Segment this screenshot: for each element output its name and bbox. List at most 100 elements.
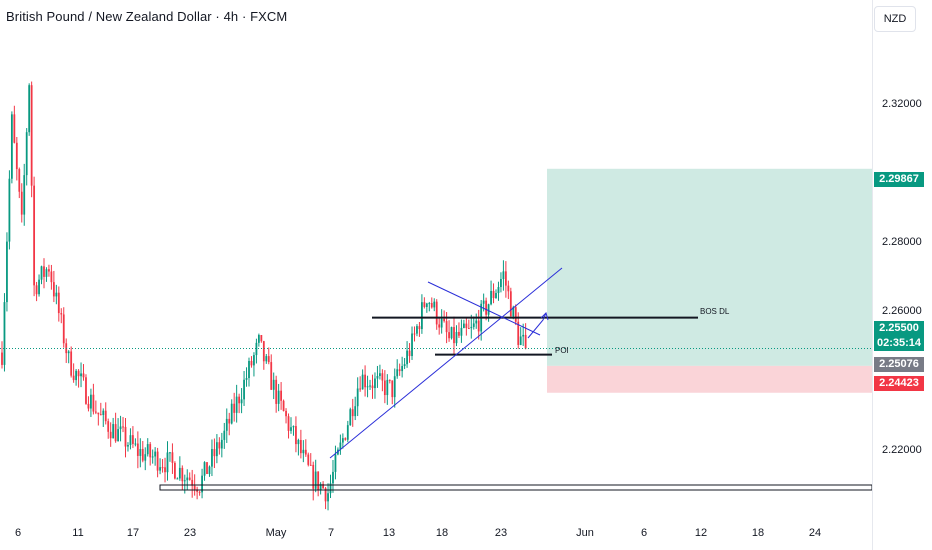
candle-body bbox=[176, 478, 179, 480]
candle-body bbox=[122, 426, 124, 428]
candle-body bbox=[156, 451, 159, 471]
candle-body bbox=[388, 379, 391, 381]
candle-body bbox=[445, 321, 448, 333]
candle-body bbox=[467, 328, 470, 330]
candle-body bbox=[255, 342, 258, 356]
candle-body bbox=[356, 388, 359, 407]
candle-body bbox=[132, 435, 134, 444]
price-chart[interactable] bbox=[0, 0, 872, 520]
candle-body bbox=[233, 403, 236, 413]
candle-body bbox=[15, 142, 18, 170]
candle-body bbox=[50, 271, 53, 283]
candle-body bbox=[75, 370, 77, 381]
candle-body bbox=[215, 442, 218, 457]
candle-body bbox=[450, 327, 453, 339]
candle-body bbox=[462, 323, 465, 328]
y-tick-label: 2.26000 bbox=[882, 305, 922, 317]
candle-body bbox=[327, 493, 329, 502]
candle-body bbox=[302, 449, 305, 454]
candle-body bbox=[48, 269, 50, 272]
candle-body bbox=[38, 279, 40, 295]
candle-body bbox=[497, 287, 500, 294]
candle-body bbox=[178, 467, 181, 479]
candle-body bbox=[423, 302, 426, 307]
x-tick-label: 7 bbox=[327, 527, 335, 539]
candle-body bbox=[292, 426, 295, 428]
candle-body bbox=[33, 185, 36, 286]
candle-body bbox=[295, 426, 297, 445]
candle-body bbox=[114, 424, 117, 442]
last-price-label: 2.25500 02:35:14 bbox=[874, 321, 924, 351]
candle-body bbox=[10, 114, 13, 179]
x-tick-label: 11 bbox=[72, 527, 84, 539]
x-tick-label: 6 bbox=[14, 527, 22, 539]
candle-body bbox=[393, 376, 396, 398]
candle-body bbox=[428, 303, 431, 305]
candle-body bbox=[322, 483, 324, 489]
x-tick-label: 17 bbox=[126, 527, 140, 539]
candle-body bbox=[102, 410, 105, 416]
candle-body bbox=[280, 390, 283, 401]
candle-body bbox=[413, 333, 416, 335]
candle-body bbox=[334, 454, 337, 472]
candle-body bbox=[374, 378, 376, 389]
x-tick-label: 6 bbox=[640, 527, 648, 539]
candle-body bbox=[225, 418, 228, 431]
currency-selector-button[interactable]: NZD bbox=[874, 6, 916, 32]
candle-body bbox=[6, 241, 8, 303]
candle-body bbox=[366, 386, 369, 388]
candle-body bbox=[351, 409, 354, 417]
candle-body bbox=[99, 414, 102, 416]
candle-body bbox=[267, 356, 270, 363]
candle-body bbox=[196, 489, 199, 492]
candle-body bbox=[67, 351, 70, 354]
candle-body bbox=[403, 364, 406, 367]
candle-body bbox=[253, 355, 255, 366]
x-tick-label: 12 bbox=[694, 527, 708, 539]
candle-body bbox=[183, 480, 186, 482]
candle-body bbox=[87, 403, 90, 409]
candle-body bbox=[364, 374, 366, 388]
candle-body bbox=[151, 456, 154, 458]
candle-body bbox=[82, 373, 85, 378]
candle-body bbox=[129, 435, 132, 446]
x-tick-label: May bbox=[265, 527, 287, 539]
candle-body bbox=[45, 269, 48, 277]
candle-body bbox=[250, 360, 253, 366]
poi-annotation: POI bbox=[555, 346, 569, 355]
candle-body bbox=[430, 303, 433, 308]
candle-body bbox=[193, 485, 196, 490]
candle-body bbox=[512, 307, 515, 317]
candle-body bbox=[477, 320, 480, 332]
candle-body bbox=[379, 373, 381, 376]
candle-body bbox=[109, 431, 112, 439]
candle-body bbox=[504, 271, 507, 286]
candle-body bbox=[514, 307, 517, 322]
candle-body bbox=[134, 443, 137, 445]
candle-body bbox=[381, 373, 384, 381]
bos-dl-annotation: BOS DL bbox=[700, 307, 730, 316]
candle-body bbox=[243, 379, 245, 400]
candle-body bbox=[359, 388, 362, 390]
x-tick-label: 24 bbox=[808, 527, 822, 539]
candle-body bbox=[20, 191, 23, 215]
candle-body bbox=[55, 292, 58, 297]
candle-body bbox=[509, 291, 512, 317]
candle-body bbox=[238, 396, 241, 404]
candle-body bbox=[62, 314, 65, 344]
candle-body bbox=[211, 449, 213, 467]
candle-body bbox=[203, 462, 206, 476]
candle-body bbox=[406, 350, 408, 365]
candle-body bbox=[472, 323, 475, 327]
x-tick-label: Jun bbox=[576, 527, 594, 539]
candle-body bbox=[524, 334, 527, 349]
candle-body bbox=[386, 379, 389, 396]
candle-body bbox=[425, 303, 428, 307]
candle-body bbox=[448, 332, 450, 339]
target-zone bbox=[547, 168, 872, 366]
candle-body bbox=[418, 326, 421, 330]
candle-body bbox=[455, 331, 458, 344]
candle-body bbox=[85, 377, 87, 404]
x-tick-label: 18 bbox=[751, 527, 765, 539]
candle-body bbox=[443, 318, 446, 322]
